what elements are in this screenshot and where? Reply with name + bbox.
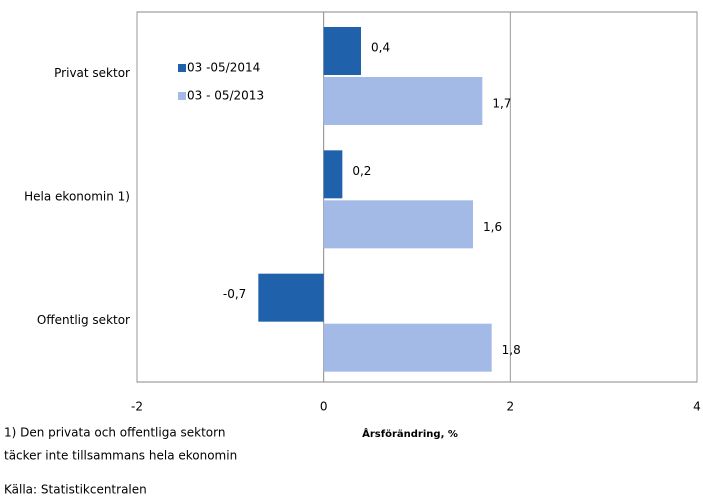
bar — [323, 323, 492, 372]
x-tick-label: 2 — [507, 400, 515, 414]
legend-swatch — [178, 92, 186, 100]
value-label: 1,7 — [492, 97, 511, 111]
value-label: 1,6 — [483, 220, 502, 234]
bar — [258, 273, 324, 322]
note: 1) Den privata och offentliga sektorn — [4, 426, 225, 440]
x-tick-label: 0 — [320, 400, 328, 414]
bar — [323, 27, 361, 75]
note: Källa: Statistikcentralen — [4, 483, 147, 496]
y-tick-label: Hela ekonomin 1) — [24, 190, 130, 204]
legend-label: 03 - 05/2013 — [187, 89, 264, 103]
y-tick-label: Privat sektor — [54, 66, 130, 80]
bar — [323, 200, 473, 249]
note: täcker inte tillsammans hela ekonomin — [4, 449, 237, 463]
legend-swatch — [178, 64, 186, 72]
y-tick-label: Offentlig sektor — [37, 313, 130, 327]
legend-label: 03 -05/2014 — [187, 61, 260, 75]
value-label: 0,2 — [352, 164, 371, 178]
value-label: 1,8 — [502, 343, 521, 357]
value-label: -0,7 — [223, 287, 246, 301]
bar — [323, 77, 483, 125]
value-label: 0,4 — [371, 41, 390, 55]
bar — [323, 150, 343, 199]
x-axis-title: Årsförändring, % — [362, 427, 458, 440]
x-tick-label: -2 — [131, 400, 143, 414]
x-tick-label: 4 — [693, 400, 701, 414]
